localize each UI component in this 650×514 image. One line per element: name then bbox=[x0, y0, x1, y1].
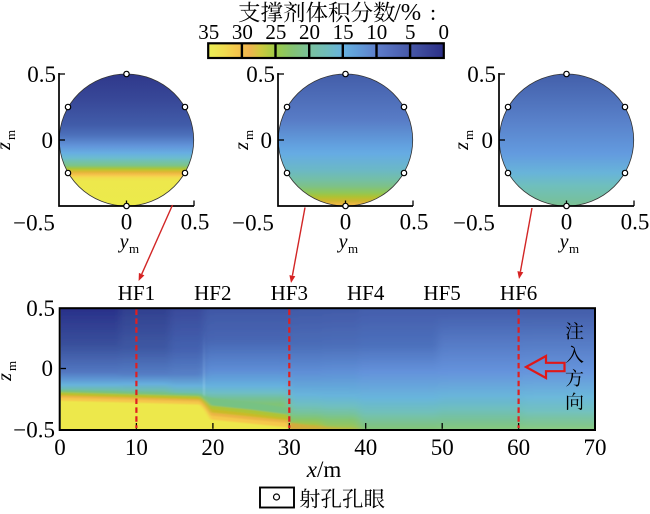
svg-text:40: 40 bbox=[354, 435, 377, 460]
svg-text:HF5: HF5 bbox=[423, 281, 460, 305]
svg-text:x/m: x/m bbox=[306, 457, 342, 482]
svg-text:z: z bbox=[451, 142, 473, 151]
svg-text:−0.5: −0.5 bbox=[453, 211, 495, 236]
svg-text:60: 60 bbox=[507, 435, 530, 460]
svg-text:10: 10 bbox=[125, 435, 148, 460]
svg-text:m: m bbox=[569, 241, 579, 256]
svg-text:y: y bbox=[337, 231, 348, 253]
svg-text:15: 15 bbox=[333, 20, 354, 44]
svg-text:50: 50 bbox=[431, 435, 454, 460]
svg-text:70: 70 bbox=[584, 435, 607, 460]
svg-text:z: z bbox=[231, 142, 253, 151]
svg-text:HF3: HF3 bbox=[271, 281, 308, 305]
svg-text:m: m bbox=[3, 130, 18, 140]
svg-text:0.5: 0.5 bbox=[246, 62, 275, 87]
svg-text:y: y bbox=[118, 231, 129, 253]
svg-text:m: m bbox=[461, 130, 476, 140]
svg-text:HF6: HF6 bbox=[500, 281, 537, 305]
svg-text:/%: /% bbox=[394, 0, 421, 26]
svg-text:0.5: 0.5 bbox=[26, 296, 55, 321]
svg-text:HF4: HF4 bbox=[347, 281, 385, 305]
svg-text:0.5: 0.5 bbox=[400, 210, 429, 235]
svg-text:−0.5: −0.5 bbox=[232, 211, 274, 236]
svg-text:m: m bbox=[348, 241, 358, 256]
svg-text:−0.5: −0.5 bbox=[13, 211, 55, 236]
svg-text:25: 25 bbox=[265, 20, 286, 44]
svg-text:HF1: HF1 bbox=[118, 281, 155, 305]
svg-text::: : bbox=[430, 0, 436, 25]
svg-text:30: 30 bbox=[232, 20, 253, 44]
svg-text:z: z bbox=[0, 142, 15, 151]
svg-text:y: y bbox=[558, 231, 569, 253]
svg-text:20: 20 bbox=[201, 435, 224, 460]
svg-text:0.5: 0.5 bbox=[27, 62, 56, 87]
svg-text:30: 30 bbox=[278, 435, 301, 460]
svg-text:10: 10 bbox=[366, 20, 387, 44]
svg-text:z: z bbox=[0, 373, 16, 382]
svg-text:m: m bbox=[241, 130, 256, 140]
svg-text:0.5: 0.5 bbox=[181, 210, 210, 235]
svg-text:−0.5: −0.5 bbox=[13, 418, 55, 443]
svg-text:20: 20 bbox=[299, 20, 320, 44]
svg-text:0: 0 bbox=[482, 128, 494, 153]
svg-text:0: 0 bbox=[340, 210, 352, 235]
svg-text:0: 0 bbox=[42, 356, 54, 381]
svg-text:0: 0 bbox=[261, 128, 273, 153]
svg-text:0.5: 0.5 bbox=[467, 62, 496, 87]
svg-text:HF2: HF2 bbox=[194, 281, 231, 305]
svg-text:0: 0 bbox=[42, 128, 54, 153]
svg-text:0: 0 bbox=[439, 20, 450, 44]
svg-text:5: 5 bbox=[405, 20, 416, 44]
svg-text:0: 0 bbox=[54, 435, 66, 460]
svg-text:35: 35 bbox=[198, 20, 219, 44]
svg-text:0: 0 bbox=[561, 210, 573, 235]
svg-text:0: 0 bbox=[121, 210, 133, 235]
svg-text:m: m bbox=[129, 241, 139, 256]
svg-text:0.5: 0.5 bbox=[621, 210, 650, 235]
svg-text:m: m bbox=[4, 361, 19, 371]
